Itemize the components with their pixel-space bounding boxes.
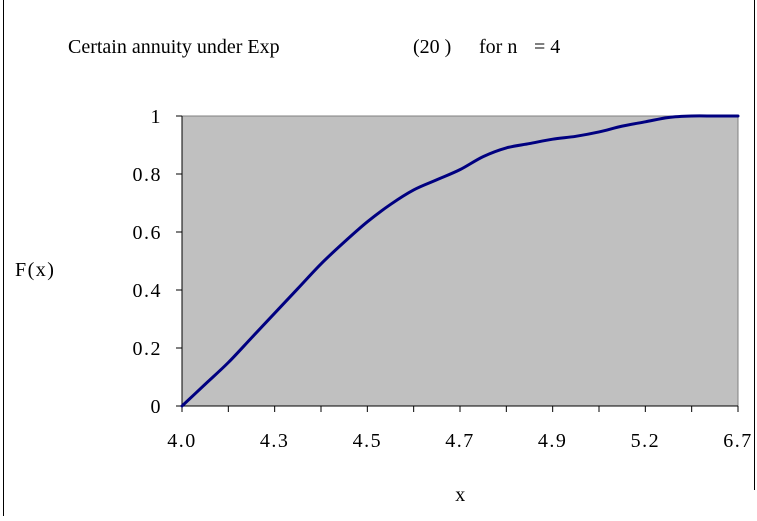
x-tick-label: 4.3	[260, 430, 290, 452]
x-tick-label: 4.7	[445, 430, 475, 452]
plot-area	[181, 115, 739, 407]
y-tick-label: 0.8	[133, 164, 163, 186]
x-axis-label: x	[455, 484, 467, 506]
chart-title-part-1: Certain annuity under Exp	[68, 36, 280, 58]
chart-title-part-4: = 4	[534, 36, 560, 58]
x-tick-label: 6.7	[723, 430, 753, 452]
series-line-0	[180, 114, 740, 408]
x-tick-label: 5.2	[631, 430, 661, 452]
x-tick-label: 4.5	[353, 430, 383, 452]
y-tick-label: 0	[151, 396, 163, 418]
y-tick-label: 0.4	[133, 280, 163, 302]
x-tick-label: 4.9	[538, 430, 568, 452]
x-tick-label: 4.0	[167, 430, 197, 452]
y-tick-label: 0.2	[133, 338, 163, 360]
series-group	[180, 114, 740, 408]
y-tick-label: 1	[151, 106, 163, 128]
y-axis-label: F(x)	[15, 259, 55, 281]
y-tick-label: 0.6	[133, 222, 163, 244]
chart-title-part-2: (20 )	[413, 36, 451, 58]
x-ticks: 4.0 4.3 4.5 4.7 4.9 5.2 6.7	[167, 406, 753, 452]
chart-title-part-3: for n	[479, 36, 517, 58]
y-ticks: 0 0.2 0.4 0.6 0.8 1	[133, 106, 182, 418]
